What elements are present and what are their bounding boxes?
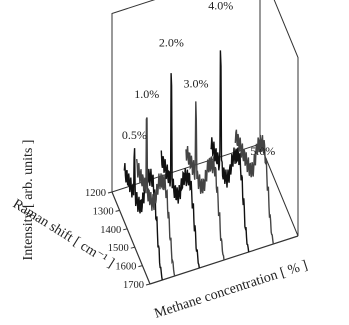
series-labels: 0.5% 1.0% 2.0% 3.0% 4.0% 5.0%	[122, 0, 275, 158]
spectrum-line-10	[136, 117, 176, 277]
x-tick-mark	[138, 265, 143, 268]
x-tick-label: 1700	[123, 280, 144, 291]
y-axis-label: Intensity [ arb. units ]	[21, 140, 36, 261]
series-label: 1.0%	[134, 87, 159, 101]
spectrum-line-40	[210, 50, 250, 253]
spectra-group	[123, 50, 274, 281]
chart-walls	[111, 0, 299, 285]
raman-axis-line	[111, 191, 151, 285]
x-tick-labels: 1200 1300 1400 1500 1600 1700	[85, 188, 151, 291]
spectrum-line-30	[185, 101, 225, 261]
x-tick-label: 1500	[108, 243, 129, 254]
series-label: 3.0%	[184, 76, 209, 90]
x-tick-mark	[107, 191, 113, 194]
series-label: 0.5%	[122, 128, 147, 142]
spectrum-line-20	[160, 73, 200, 269]
z-axis-label: Methane concentration [ % ]	[153, 258, 310, 322]
x-tick-label: 1400	[100, 225, 121, 236]
x-tick-label: 1300	[93, 206, 114, 217]
x-tick-label: 1200	[85, 188, 106, 199]
x-tick-mark	[130, 246, 135, 249]
series-label: 4.0%	[208, 0, 233, 12]
side-wall	[259, 0, 299, 237]
series-label: 2.0%	[159, 35, 184, 49]
x-tick-label: 1600	[115, 262, 136, 273]
x-tick-mark	[145, 283, 151, 286]
spectrum-line-50	[234, 129, 274, 245]
series-label: 5.0%	[250, 144, 275, 158]
spectrum-line-05	[123, 148, 163, 281]
x-tick-mark	[115, 209, 120, 212]
x-tick-mark	[123, 228, 128, 231]
